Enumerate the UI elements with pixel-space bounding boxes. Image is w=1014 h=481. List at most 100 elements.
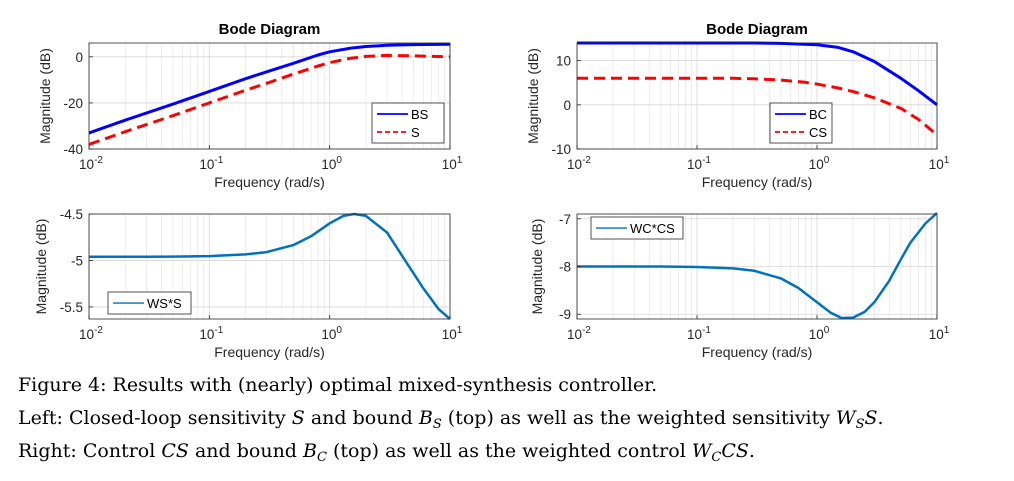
x-tick-label-exponent: 1	[457, 155, 463, 166]
x-tick-label: 10-1	[199, 155, 223, 172]
x-tick-label: 100	[321, 325, 342, 342]
x-tick-label: 101	[929, 325, 950, 342]
y-axis-label: Magnitude (dB)	[529, 219, 545, 315]
y-tick-label: 0	[563, 98, 571, 113]
caption-text: (top) as well as the weighted sensitivit…	[441, 407, 837, 429]
x-tick-label-base: 10	[929, 327, 944, 342]
y-axis-label: Magnitude (dB)	[37, 48, 53, 144]
chart-title: Bode Diagram	[219, 21, 321, 38]
x-tick-label-base: 10	[929, 157, 944, 172]
series-line-ws-s	[89, 212, 451, 320]
caption-text: .	[748, 440, 755, 462]
legend-box	[371, 102, 445, 144]
caption-math: B	[418, 407, 433, 429]
legend-label: WC*CS	[630, 221, 675, 236]
x-tick-label-exponent: 0	[336, 325, 342, 336]
y-tick-label: -9	[559, 307, 571, 322]
caption-math-sub: S	[855, 417, 865, 432]
legend: WC*CS	[590, 216, 684, 240]
x-tick-label-exponent: -2	[94, 155, 103, 166]
caption-math: W	[836, 407, 856, 429]
x-tick-label-base: 10	[321, 157, 336, 172]
x-tick-label-base: 10	[199, 157, 214, 172]
series-line-wc-cs	[577, 212, 938, 320]
y-tick-label: -5	[71, 253, 83, 268]
caption-text: .	[877, 407, 884, 429]
caption-math: W	[691, 440, 712, 462]
x-tick-label: 101	[442, 325, 463, 342]
caption-text: and bound	[304, 407, 419, 429]
y-tick-label: -7	[559, 212, 571, 227]
series-line-cs	[577, 76, 938, 137]
x-tick-label-exponent: 1	[944, 325, 950, 336]
series-line-bs	[88, 42, 451, 135]
legend-box	[107, 291, 192, 315]
x-tick-label-base: 10	[567, 327, 582, 342]
x-tick-label-base: 10	[442, 157, 457, 172]
caption-line-2: Left: Closed-loop sensitivity S and boun…	[18, 407, 1008, 432]
y-tick-label: -5.5	[60, 300, 83, 315]
legend-box	[769, 102, 833, 144]
x-tick-label-base: 10	[567, 157, 582, 172]
legend-label: BC	[809, 107, 827, 122]
y-tick-label: -4.5	[60, 207, 83, 222]
x-tick-label: 10-2	[567, 325, 591, 342]
caption-math: S	[291, 407, 305, 429]
x-tick-label-exponent: -1	[702, 325, 711, 336]
x-tick-label: 10-1	[687, 155, 711, 172]
x-tick-label: 101	[929, 155, 950, 172]
legend: BS S	[371, 102, 445, 144]
x-tick-label: 101	[442, 155, 463, 172]
caption-math: B	[303, 440, 317, 462]
figure: -40 -20 0 10-2 10-1 100 101 Frequency (rad/s) Ma…	[33, 21, 950, 360]
axes-box	[576, 42, 938, 150]
x-tick-label: 10-2	[79, 325, 103, 342]
x-tick-label: 100	[321, 155, 342, 172]
x-tick-label: 10-1	[199, 325, 223, 342]
axes-box	[88, 42, 451, 150]
y-tick-label: -40	[63, 142, 83, 157]
legend-label: S	[411, 125, 420, 140]
y-axis-label: Magnitude (dB)	[525, 48, 541, 144]
y-tick-label: 0	[75, 50, 83, 65]
x-axis-label: Frequency (rad/s)	[214, 344, 324, 360]
x-tick-label: 10-2	[567, 155, 591, 172]
legend-label: BS	[411, 107, 429, 122]
y-axis-label: Magnitude (dB)	[33, 219, 49, 315]
y-tick-label: -10	[551, 142, 571, 157]
x-tick-label-exponent: -1	[214, 325, 223, 336]
x-tick-label: 100	[809, 155, 830, 172]
caption-math: CS	[721, 440, 749, 462]
caption-math-sub: C	[711, 450, 722, 465]
x-axis-label: Frequency (rad/s)	[702, 344, 812, 360]
x-axis-label: Frequency (rad/s)	[702, 174, 812, 190]
x-tick-label-base: 10	[321, 327, 336, 342]
caption-line-1: Figure 4: Results with (nearly) optimal …	[18, 376, 1008, 395]
legend-label: CS	[809, 125, 827, 140]
x-tick-label-base: 10	[79, 327, 94, 342]
x-axis-label: Frequency (rad/s)	[214, 174, 324, 190]
caption-text: and bound	[188, 440, 304, 462]
x-tick-label-base: 10	[687, 157, 702, 172]
caption-math-sub: C	[316, 450, 327, 465]
y-tick-label: -20	[63, 96, 83, 111]
x-tick-label-base: 10	[199, 327, 214, 342]
x-tick-label-exponent: -1	[214, 155, 223, 166]
y-tick-label: 10	[556, 54, 571, 69]
x-tick-label: 10-2	[79, 155, 103, 172]
legend-label: WS*S	[147, 296, 182, 311]
plot-area	[577, 43, 937, 149]
x-tick-label-exponent: 0	[336, 155, 342, 166]
x-tick-label-exponent: 0	[824, 155, 830, 166]
legend: WS*S	[107, 291, 192, 315]
legend-box	[590, 216, 684, 240]
caption-text: (top) as well as the weighted control	[326, 440, 692, 462]
x-tick-label: 100	[809, 325, 830, 342]
x-tick-label-base: 10	[809, 157, 824, 172]
x-tick-label-exponent: -2	[582, 325, 591, 336]
x-tick-label-exponent: -2	[582, 155, 591, 166]
caption-text: Left: Closed-loop sensitivity	[18, 407, 292, 429]
